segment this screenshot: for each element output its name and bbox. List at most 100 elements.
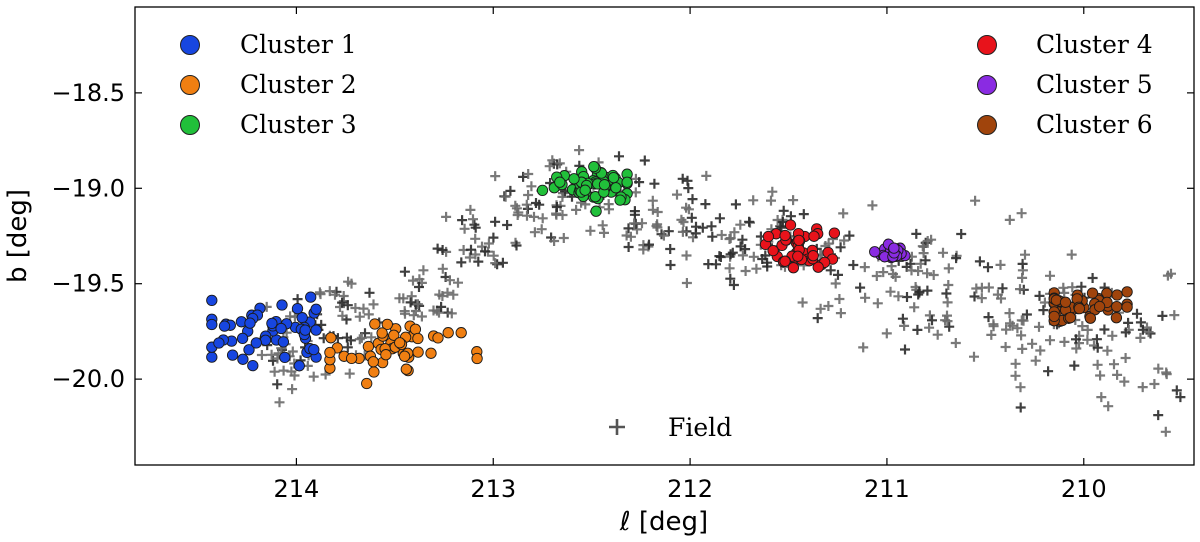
cluster-2-point <box>388 329 400 341</box>
field-point <box>885 286 896 297</box>
field-point <box>676 214 687 225</box>
field-point <box>920 255 931 266</box>
cluster-4-point <box>793 234 805 247</box>
cluster-4-point <box>779 229 791 242</box>
field-point <box>1096 392 1107 403</box>
field-point <box>354 334 365 345</box>
field-point <box>687 194 698 205</box>
x-axis-label: ℓ [deg] <box>619 507 708 537</box>
field-point <box>909 302 920 313</box>
field-point <box>459 223 470 234</box>
field-point <box>408 275 418 286</box>
field-point <box>893 291 904 302</box>
cluster-1-point <box>206 318 218 331</box>
cluster-1-point <box>218 320 231 332</box>
field-point <box>714 251 725 262</box>
field-point <box>523 169 534 179</box>
field-point <box>881 328 892 339</box>
field-point <box>1112 369 1123 380</box>
field-point <box>706 221 717 232</box>
cluster-3-point <box>554 176 566 188</box>
cluster-2-point <box>345 352 358 365</box>
cluster-1-point <box>206 351 218 363</box>
field-point <box>364 287 375 298</box>
field-point <box>414 282 424 292</box>
field-point <box>344 368 355 379</box>
field-point <box>798 209 809 220</box>
cluster-1-point <box>279 351 291 364</box>
field-point <box>737 250 748 261</box>
field-point <box>292 294 303 305</box>
field-point <box>1016 330 1027 341</box>
field-point <box>1149 379 1160 389</box>
field-point <box>1082 334 1093 345</box>
field-point <box>511 203 522 214</box>
field-point <box>1016 315 1027 326</box>
field-point <box>899 320 910 331</box>
field-point <box>446 308 457 319</box>
field-point <box>521 199 532 210</box>
field-point <box>518 171 529 182</box>
field-point <box>735 241 746 252</box>
plot-area-frame <box>134 6 1195 466</box>
cluster-4-point <box>808 230 820 242</box>
field-point <box>914 286 925 297</box>
field-point <box>823 301 834 311</box>
cluster-6-point <box>1110 312 1123 324</box>
field-point <box>1067 282 1078 293</box>
cluster-2-point <box>432 332 444 344</box>
field-point <box>1001 324 1012 335</box>
field-point <box>928 270 939 280</box>
field-point <box>1058 282 1069 293</box>
field-point <box>912 324 923 335</box>
field-point <box>492 259 503 270</box>
field-point <box>924 310 935 321</box>
field-point <box>536 224 547 235</box>
field-point <box>1076 281 1087 292</box>
field-point <box>1059 336 1070 347</box>
field-point <box>728 280 739 290</box>
cluster-6-point <box>1121 286 1133 298</box>
cluster-2-point <box>361 377 373 390</box>
field-point <box>1145 328 1156 339</box>
field-point <box>500 191 511 202</box>
field-point <box>1017 343 1028 354</box>
legend-label-cluster-2: Cluster 2 <box>240 70 357 99</box>
field-point <box>672 189 682 200</box>
field-point <box>700 199 711 210</box>
field-point <box>1153 363 1164 374</box>
field-point <box>1137 324 1148 335</box>
legend-marker-cluster-6 <box>977 115 997 135</box>
cluster-2-point <box>425 347 437 359</box>
y-tick-label: −18.5 <box>51 79 125 107</box>
field-point <box>941 288 952 299</box>
field-point <box>838 208 849 219</box>
field-point <box>924 322 935 333</box>
field-point <box>1092 359 1103 370</box>
field-point <box>976 282 987 293</box>
field-point <box>751 263 762 274</box>
field-point <box>690 228 701 239</box>
field-point <box>1015 402 1026 413</box>
x-tick-label: 214 <box>274 475 320 503</box>
field-point <box>1162 270 1173 281</box>
cluster-3-point <box>610 182 622 194</box>
field-point <box>922 285 933 296</box>
field-point <box>289 370 300 381</box>
field-point <box>647 204 658 215</box>
field-point <box>983 312 994 323</box>
field-point <box>398 293 409 304</box>
field-point <box>1092 342 1103 353</box>
field-point <box>341 332 352 343</box>
legend-marker-cluster-5 <box>977 75 997 95</box>
field-point <box>681 250 692 261</box>
field-point <box>707 231 718 242</box>
field-point <box>1109 359 1119 370</box>
field-point <box>974 256 985 267</box>
cluster-1-point <box>244 317 256 329</box>
field-point <box>1099 324 1110 335</box>
field-point <box>725 249 736 260</box>
cluster-6-point <box>1121 301 1133 313</box>
field-point <box>639 155 650 166</box>
field-point <box>871 271 882 281</box>
